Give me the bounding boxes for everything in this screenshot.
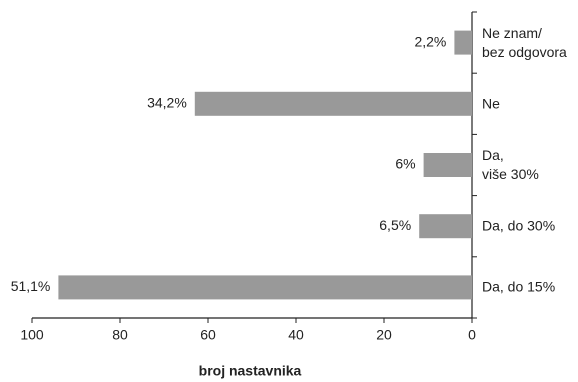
category-label: Ne znam/ bez odgovora bbox=[482, 24, 567, 60]
x-tick-label: 80 bbox=[112, 327, 128, 343]
value-label: 6% bbox=[395, 156, 415, 172]
category-label: Ne bbox=[482, 95, 500, 112]
bar bbox=[58, 275, 473, 300]
x-tick-label: 0 bbox=[468, 327, 476, 343]
x-tick-label: 100 bbox=[20, 327, 44, 343]
x-tick-label: 60 bbox=[200, 327, 216, 343]
value-label: 6,5% bbox=[379, 217, 411, 233]
bar bbox=[454, 30, 472, 55]
category-label: Da, više 30% bbox=[482, 147, 539, 182]
x-tick-label: 20 bbox=[376, 327, 392, 343]
bar bbox=[419, 214, 472, 239]
bar bbox=[194, 91, 473, 116]
category-label: Da, do 30% bbox=[482, 217, 556, 234]
value-label: 2,2% bbox=[414, 33, 446, 49]
bar bbox=[423, 153, 472, 177]
category-label: Da, do 15% bbox=[482, 278, 556, 295]
x-tick-label: 40 bbox=[288, 327, 304, 343]
x-axis-label: broj nastavnika bbox=[199, 363, 302, 379]
value-label: 51,1% bbox=[11, 278, 51, 294]
value-label: 34,2% bbox=[147, 95, 187, 111]
